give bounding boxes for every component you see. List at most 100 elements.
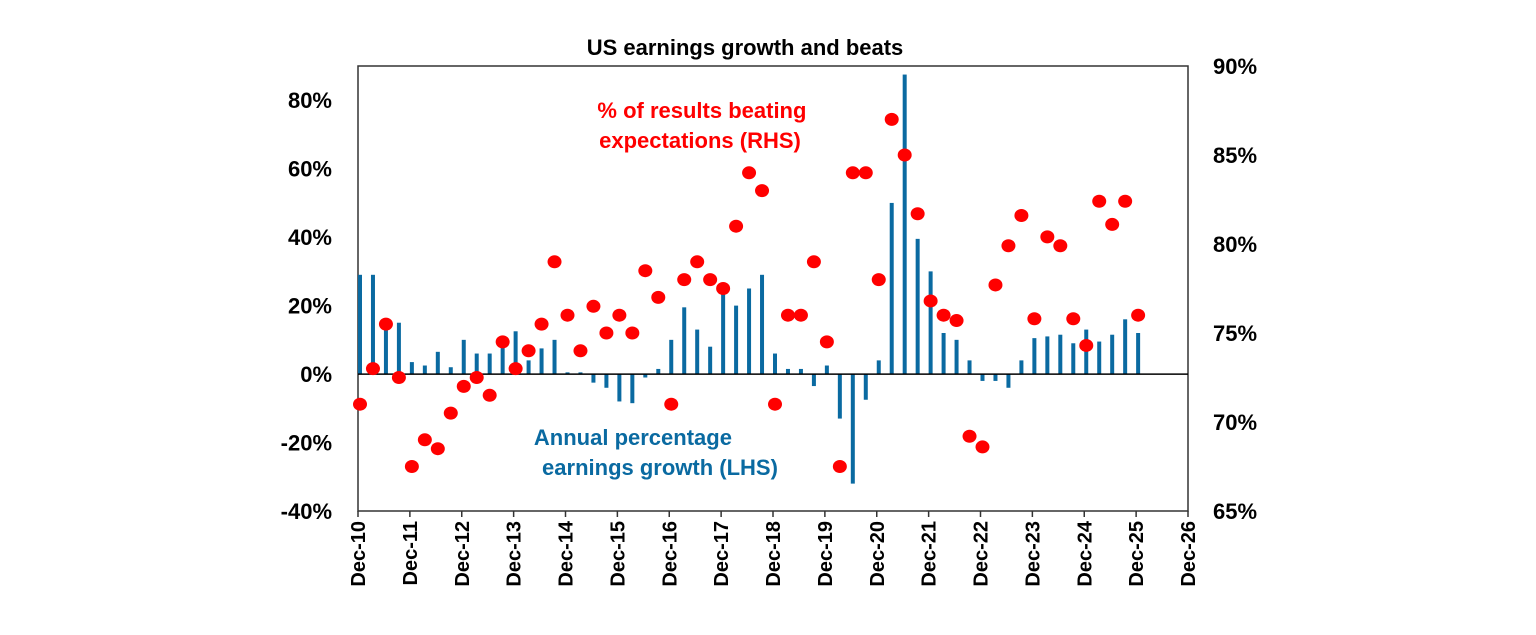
x-tick-label: Dec-12 [452,521,474,587]
x-tick-label: Dec-19 [815,521,837,587]
beats-dot [832,460,847,473]
growth-bar [773,353,777,375]
chart-title: US earnings growth and beats [587,35,904,60]
growth-bar [396,322,401,375]
beats-dot [638,264,653,278]
beats-dot [677,273,692,287]
left-tick-label: 60% [288,157,332,182]
growth-bar [422,365,427,375]
beats-dot [1066,312,1081,326]
x-tick-label: Dec-21 [919,521,941,587]
beats-dot [793,308,808,322]
x-tick-label: Dec-25 [1126,521,1148,587]
growth-bar [915,238,920,375]
bar-series [358,74,1141,484]
beats-dot [819,335,834,349]
growth-bar [630,374,635,404]
growth-bar [1071,343,1076,375]
growth-bar [604,374,609,388]
growth-bar [448,367,453,375]
beats-dot [456,379,471,393]
beats-dot [780,308,795,322]
growth-bar [526,360,531,375]
growth-bar [760,274,765,375]
growth-bar [902,74,907,375]
beats-dot [923,294,938,308]
growth-bar [1032,338,1037,375]
growth-bar [785,368,790,375]
beats-dot [508,362,523,376]
left-tick-label: 0% [300,362,332,387]
growth-bar [708,346,713,375]
beats-dot [690,255,705,269]
growth-bar [876,360,881,375]
beats-dot [586,299,601,313]
left-tick-label: 20% [288,294,332,319]
beats-dot [651,290,666,304]
dot-series [353,112,1146,473]
beats-dot [521,344,536,358]
beats-dot [871,273,886,287]
growth-bar [1097,341,1102,375]
left-tick-label: 40% [288,225,332,250]
beats-dot [962,429,977,443]
beats-dot [482,388,497,402]
x-axis: Dec-10 Dec-11 Dec-12 Dec-13 Dec-14 Dec-15 Dec-… [348,511,1200,587]
growth-bar [1110,334,1115,375]
growth-bar [928,271,933,375]
growth-bar [889,202,894,375]
beats-dot [1053,239,1068,253]
beats-dot [430,442,445,456]
growth-bar [980,374,985,381]
growth-bar [461,339,466,375]
growth-bar [617,374,622,402]
beats-dot [845,166,860,180]
growth-bar [358,274,362,375]
growth-bar [565,372,570,375]
growth-bar [837,374,842,419]
beats-dot [988,278,1003,292]
x-tick-label: Dec-14 [556,520,578,586]
x-tick-label: Dec-16 [659,521,681,587]
growth-bar [1123,319,1128,375]
beats-dot [1131,308,1146,322]
beats-dot [443,406,458,420]
x-tick-label: Dec-24 [1074,520,1096,586]
beats-dot [858,166,873,180]
growth-bar [643,374,648,378]
right-tick-label: 85% [1213,143,1257,168]
beats-dot [573,344,588,358]
growth-bar [1045,336,1050,375]
beats-dot [1092,194,1107,208]
beats-label-line-1: % of results beating [597,98,806,123]
beats-dot [936,308,951,322]
growth-bar [539,348,544,375]
x-tick-label: Dec-15 [607,521,629,587]
x-tick-label: Dec-26 [1178,521,1200,587]
beats-dot [897,148,912,162]
beats-dot [391,371,406,384]
beats-dot [534,317,549,331]
beats-dot [560,308,575,322]
x-tick-label: Dec-20 [867,521,889,587]
growth-bar [1006,374,1011,388]
right-tick-label: 65% [1213,499,1257,524]
growth-series-label: Annual percentage earnings growth (LHS) [534,425,778,480]
growth-bar [1019,360,1024,375]
beats-dot [768,397,782,411]
growth-bar [513,331,518,375]
growth-bar [669,339,674,375]
right-tick-label: 80% [1213,232,1257,257]
x-tick-label: Dec-23 [1022,521,1044,587]
growth-bar [578,372,583,375]
growth-bar [1058,334,1063,375]
left-tick-label: -40% [281,499,332,524]
beats-dot [1001,239,1016,253]
growth-bar [474,353,479,375]
right-tick-label: 75% [1213,321,1257,346]
beats-dot [365,362,380,376]
beats-dot [975,440,990,454]
growth-bar [370,274,375,375]
beats-dot [417,433,432,447]
